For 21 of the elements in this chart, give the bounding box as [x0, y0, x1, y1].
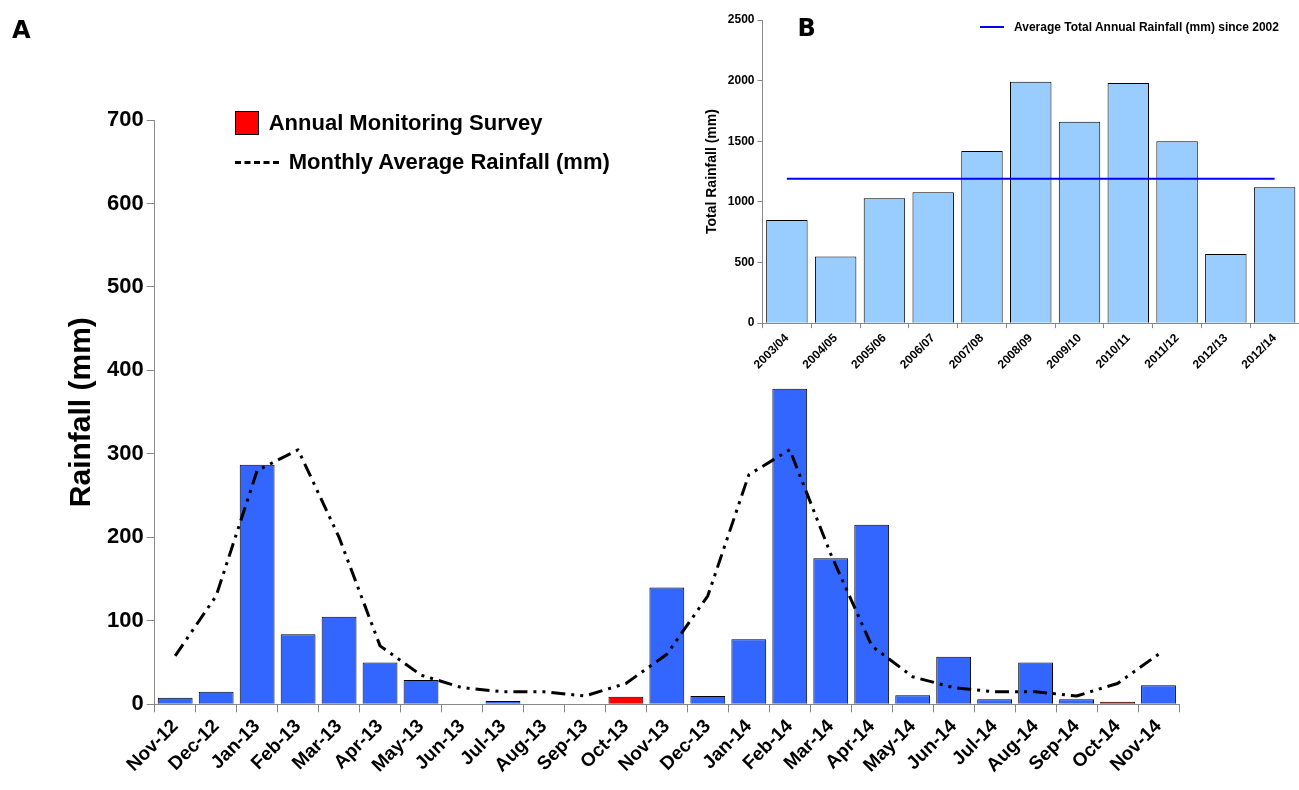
chart-title: A	[12, 16, 31, 45]
y-tick-label: 100	[106, 606, 144, 632]
y-tick-label: 700	[106, 106, 144, 132]
y-tick-label: 500	[734, 254, 755, 269]
y-tick-label: 1500	[727, 133, 755, 148]
legend-label: Annual Monitoring Survey	[268, 110, 543, 136]
y-tick-label: 200	[106, 523, 144, 549]
y-tick-label: 400	[106, 356, 144, 382]
y-tick-label: 1000	[727, 194, 755, 209]
y-tick-label: 2000	[727, 72, 755, 87]
y-tick-label: 0	[747, 315, 755, 330]
y-tick-label: 500	[106, 273, 144, 299]
y-axis-title: Total Rainfall (mm)	[703, 109, 720, 235]
y-tick-label: 2500	[727, 12, 755, 27]
y-tick-label: 300	[106, 439, 144, 465]
y-tick-label: 600	[106, 189, 144, 215]
legend-label: Average Total Annual Rainfall (mm) since 2002	[1014, 20, 1279, 34]
legend-label: Monthly Average Rainfall (mm)	[288, 149, 610, 176]
y-axis-title: Rainfall (mm)	[63, 317, 97, 508]
chart-title: B	[797, 14, 816, 43]
y-tick-label: 0	[131, 690, 144, 716]
